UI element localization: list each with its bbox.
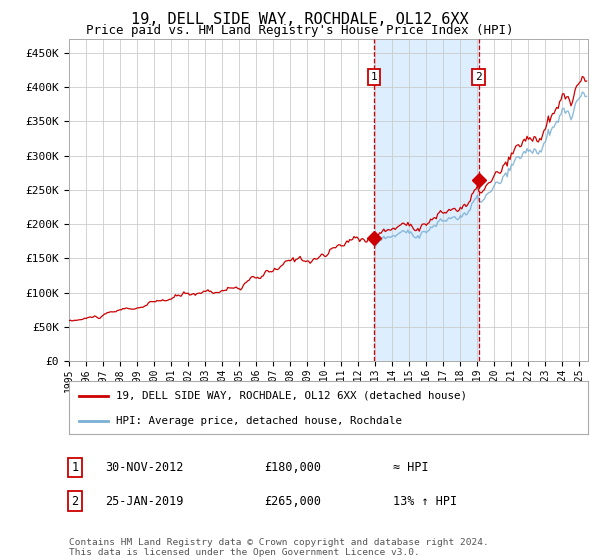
Bar <box>374 39 479 361</box>
Text: 30-NOV-2012: 30-NOV-2012 <box>105 461 184 474</box>
Text: 2: 2 <box>71 494 79 508</box>
Text: 1: 1 <box>371 72 377 82</box>
Text: 19, DELL SIDE WAY, ROCHDALE, OL12 6XX: 19, DELL SIDE WAY, ROCHDALE, OL12 6XX <box>131 12 469 27</box>
Text: Price paid vs. HM Land Registry's House Price Index (HPI): Price paid vs. HM Land Registry's House … <box>86 24 514 36</box>
Text: £180,000: £180,000 <box>264 461 321 474</box>
Text: 13% ↑ HPI: 13% ↑ HPI <box>393 494 457 508</box>
Text: £265,000: £265,000 <box>264 494 321 508</box>
Text: Contains HM Land Registry data © Crown copyright and database right 2024.
This d: Contains HM Land Registry data © Crown c… <box>69 538 489 557</box>
Text: ≈ HPI: ≈ HPI <box>393 461 428 474</box>
Text: 25-JAN-2019: 25-JAN-2019 <box>105 494 184 508</box>
Text: 19, DELL SIDE WAY, ROCHDALE, OL12 6XX (detached house): 19, DELL SIDE WAY, ROCHDALE, OL12 6XX (d… <box>116 391 467 401</box>
Text: 2: 2 <box>475 72 482 82</box>
Text: HPI: Average price, detached house, Rochdale: HPI: Average price, detached house, Roch… <box>116 416 402 426</box>
Text: 1: 1 <box>71 461 79 474</box>
